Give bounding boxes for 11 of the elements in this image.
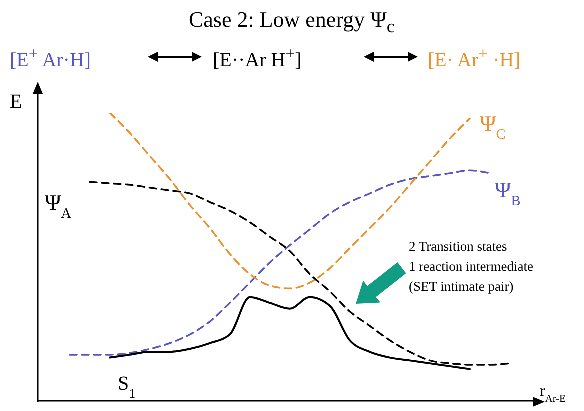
text: [E$^{+}$ Ar·H] <box>10 44 92 73</box>
series-label: S$_{1}$ <box>118 372 136 400</box>
annotation: 2 Transition states 1 reaction intermediate (SET intimate pair) <box>409 239 534 294</box>
chart-title: Case 2: Low energy Ψ$_{c}$ <box>188 7 396 36</box>
series-label: Ψ$_{B}$ <box>495 177 521 210</box>
text: [E· Ar$^{+}$ ·H] <box>428 44 521 73</box>
series-label: Ψ$_{C}$ <box>480 110 506 143</box>
x-axis-title: r$_{Ar-E}$ <box>540 383 566 404</box>
series-label: Ψ$_{A}$ <box>45 190 72 222</box>
y-axis-title: E <box>10 91 22 113</box>
text: [E··Ar H$^{+}$] <box>213 44 302 73</box>
